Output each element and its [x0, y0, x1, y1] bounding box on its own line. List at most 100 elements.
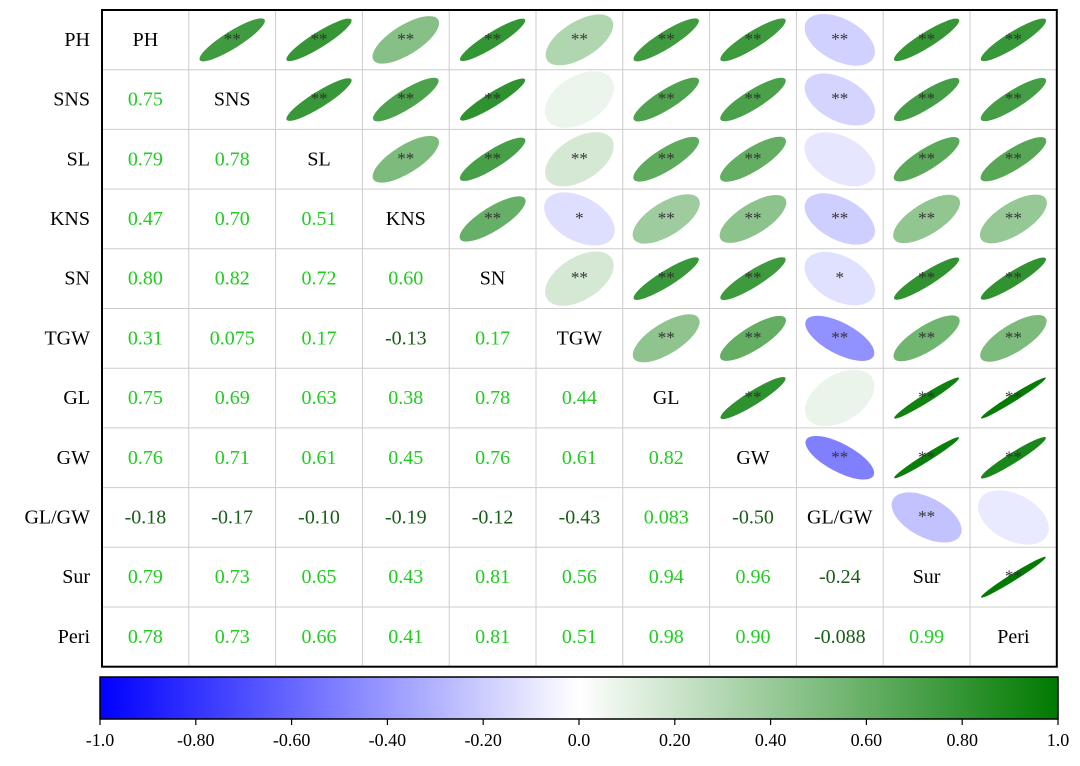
- row-label-gl-gw: GL/GW: [24, 506, 90, 528]
- colorbar-tick-label: 0.40: [755, 730, 787, 750]
- diagonal-label-sns: SNS: [214, 89, 251, 111]
- significance-marker: **: [918, 388, 935, 407]
- correlation-ellipse: [544, 192, 615, 246]
- significance-marker: **: [1005, 328, 1022, 347]
- correlation-value: 0.075: [210, 327, 255, 349]
- significance-marker: **: [918, 507, 935, 526]
- correlation-ellipse: [980, 77, 1047, 122]
- correlation-value: -0.43: [559, 506, 601, 528]
- correlation-ellipse: [893, 77, 960, 122]
- correlation-ellipse: [804, 132, 876, 187]
- correlation-value: -0.18: [125, 506, 167, 528]
- colorbar-gradient: [99, 676, 1059, 720]
- correlation-ellipse: [893, 137, 960, 182]
- significance-marker: **: [658, 328, 675, 347]
- diagonal-label-sur: Sur: [913, 566, 941, 588]
- correlation-value: 0.90: [736, 626, 771, 648]
- correlation-ellipse: [894, 437, 960, 479]
- colorbar-tick-label: 0.20: [659, 730, 691, 750]
- correlation-ellipse: [980, 377, 1046, 419]
- correlation-ellipse: [804, 73, 875, 126]
- correlation-value: -0.10: [298, 506, 340, 528]
- significance-marker: **: [745, 89, 762, 108]
- correlation-ellipse: [459, 137, 526, 181]
- correlation-value: -0.13: [385, 327, 427, 349]
- correlation-ellipse: [893, 194, 961, 244]
- correlation-value: 0.82: [649, 447, 684, 469]
- correlation-value: 0.72: [302, 268, 337, 290]
- correlation-value: 0.66: [302, 626, 337, 648]
- significance-marker: **: [831, 29, 848, 48]
- significance-marker: **: [918, 208, 935, 227]
- correlation-ellipse: [894, 377, 960, 419]
- correlation-value: 0.70: [215, 208, 250, 230]
- correlation-value: 0.75: [128, 387, 163, 409]
- correlation-value: 0.38: [388, 387, 423, 409]
- row-label-sn: SN: [64, 268, 90, 290]
- row-label-sl: SL: [67, 148, 90, 170]
- significance-marker: **: [571, 149, 588, 168]
- correlation-ellipse: [720, 376, 786, 420]
- colorbar-tick-label: -0.20: [464, 730, 502, 750]
- correlation-value: 0.17: [475, 327, 510, 349]
- diagonal-label-gl-gw: GL/GW: [807, 506, 873, 528]
- significance-marker: **: [745, 268, 762, 287]
- colorbar-tick-label: 1.0: [1047, 730, 1070, 750]
- significance-marker: **: [918, 447, 935, 466]
- correlation-value: 0.73: [215, 566, 250, 588]
- correlation-value: 0.82: [215, 268, 250, 290]
- correlation-ellipse: [372, 16, 440, 64]
- row-label-kns: KNS: [50, 208, 90, 230]
- row-labels: PH SNS SL KNS SN TGW GL GW GL/GW Sur Peri: [24, 29, 90, 648]
- significance-marker: **: [745, 208, 762, 227]
- correlation-value: 0.80: [128, 268, 163, 290]
- correlation-ellipse: [805, 315, 875, 361]
- correlation-ellipse: [544, 71, 615, 128]
- diagonal-label-kns: KNS: [386, 208, 426, 230]
- significance-marker: **: [658, 29, 675, 48]
- correlation-value: 0.98: [649, 626, 684, 648]
- colorbar-tick-label: 0.0: [568, 730, 591, 750]
- correlation-ellipse: [720, 77, 786, 122]
- significance-marker: **: [397, 149, 414, 168]
- correlation-ellipse: [720, 257, 786, 301]
- correlation-value: 0.51: [302, 208, 337, 230]
- correlation-ellipse: [720, 18, 786, 62]
- correlation-value: 0.17: [302, 327, 337, 349]
- colorbar-tick-label: -0.80: [177, 730, 215, 750]
- correlation-value: 0.94: [649, 566, 684, 588]
- row-label-gw: GW: [57, 447, 90, 469]
- correlation-ellipse: [459, 18, 526, 62]
- significance-marker: **: [745, 149, 762, 168]
- correlation-value: 0.65: [302, 566, 337, 588]
- correlation-ellipse: [980, 257, 1047, 300]
- row-label-sur: Sur: [62, 566, 90, 588]
- significance-marker: *: [575, 208, 584, 227]
- diagonal-label-sl: SL: [307, 148, 330, 170]
- colorbar-tick-label: 0.60: [851, 730, 883, 750]
- correlation-value: -0.24: [819, 566, 861, 588]
- correlation-value: 0.71: [215, 447, 250, 469]
- correlation-value: 0.96: [736, 566, 771, 588]
- correlation-value: 0.43: [388, 566, 423, 588]
- correlation-ellipse: [977, 490, 1049, 545]
- significance-marker: *: [836, 268, 845, 287]
- correlation-value: 0.083: [644, 506, 689, 528]
- correlation-ellipse: [804, 193, 875, 245]
- correlation-ellipse: [545, 132, 614, 187]
- significance-marker: **: [745, 328, 762, 347]
- correlation-ellipse: [286, 78, 352, 121]
- diagonal-label-gw: GW: [736, 447, 769, 469]
- significance-marker: **: [745, 388, 762, 407]
- diagonal-label-gl: GL: [653, 387, 680, 409]
- diagonal-label-sn: SN: [480, 268, 506, 290]
- significance-marker: **: [484, 89, 501, 108]
- colorbar-tick-label: -0.40: [369, 730, 407, 750]
- correlation-ellipse: [286, 18, 352, 62]
- correlation-value: -0.17: [211, 506, 253, 528]
- row-label-peri: Peri: [58, 626, 91, 648]
- correlation-value: 0.79: [128, 148, 163, 170]
- significance-marker: **: [658, 149, 675, 168]
- correlation-value: 0.47: [128, 208, 163, 230]
- correlation-value: 0.78: [475, 387, 510, 409]
